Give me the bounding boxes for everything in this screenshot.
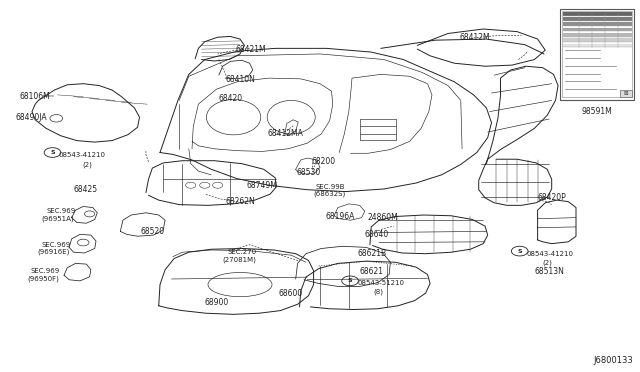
- Bar: [563, 38, 632, 42]
- Text: 68200: 68200: [312, 157, 336, 166]
- Text: 68421M: 68421M: [236, 45, 266, 54]
- Text: (96950F): (96950F): [27, 275, 59, 282]
- Text: 68196A: 68196A: [325, 212, 355, 221]
- Text: (8): (8): [373, 289, 383, 295]
- Text: SEC.969: SEC.969: [31, 268, 60, 274]
- Text: S: S: [517, 248, 522, 254]
- Text: 68412MA: 68412MA: [268, 129, 303, 138]
- Bar: [563, 22, 632, 26]
- Text: S: S: [348, 278, 353, 283]
- Text: 98591M: 98591M: [582, 107, 612, 116]
- Text: 08543-51210: 08543-51210: [357, 280, 404, 286]
- Text: ⊠: ⊠: [623, 91, 628, 96]
- Text: 68410N: 68410N: [225, 76, 255, 84]
- Text: 68520: 68520: [141, 227, 165, 236]
- Text: SEC.270: SEC.270: [227, 249, 257, 255]
- Text: 68106M: 68106M: [19, 92, 50, 101]
- Bar: [563, 28, 632, 32]
- Text: 68530: 68530: [296, 169, 321, 177]
- Text: (68632S): (68632S): [314, 191, 346, 198]
- Text: SEC.969: SEC.969: [46, 208, 76, 214]
- Text: SEC.969: SEC.969: [42, 242, 71, 248]
- Text: 68749M: 68749M: [246, 182, 277, 190]
- Bar: [563, 12, 632, 16]
- Bar: [563, 44, 632, 47]
- Text: 24860M: 24860M: [368, 213, 399, 222]
- Text: 68420P: 68420P: [538, 193, 566, 202]
- Bar: [620, 90, 632, 97]
- Text: 68900: 68900: [205, 298, 229, 307]
- Text: SEC.99B: SEC.99B: [316, 184, 345, 190]
- Text: 68621B: 68621B: [357, 249, 387, 258]
- Text: 08543-41210: 08543-41210: [526, 251, 573, 257]
- Text: (27081M): (27081M): [223, 256, 257, 263]
- Text: 68600: 68600: [278, 289, 303, 298]
- Text: 68621: 68621: [360, 267, 384, 276]
- Text: 68262N: 68262N: [225, 197, 255, 206]
- Bar: [560, 9, 634, 100]
- Text: J6800133: J6800133: [594, 356, 634, 365]
- Text: 08543-41210: 08543-41210: [59, 153, 106, 158]
- Text: 68513N: 68513N: [534, 267, 564, 276]
- Text: (96916E): (96916E): [37, 249, 70, 256]
- Text: (2): (2): [82, 161, 92, 168]
- Bar: [563, 33, 632, 37]
- Text: (96951A): (96951A): [42, 215, 74, 222]
- Text: 68420: 68420: [219, 94, 243, 103]
- Text: S: S: [50, 150, 55, 155]
- Text: (2): (2): [543, 259, 552, 266]
- Text: 68640: 68640: [365, 230, 389, 239]
- Text: 68425: 68425: [74, 185, 98, 194]
- Text: 68412M: 68412M: [460, 33, 490, 42]
- Bar: [563, 17, 632, 21]
- Bar: [562, 11, 632, 97]
- Text: 68490JA: 68490JA: [16, 113, 47, 122]
